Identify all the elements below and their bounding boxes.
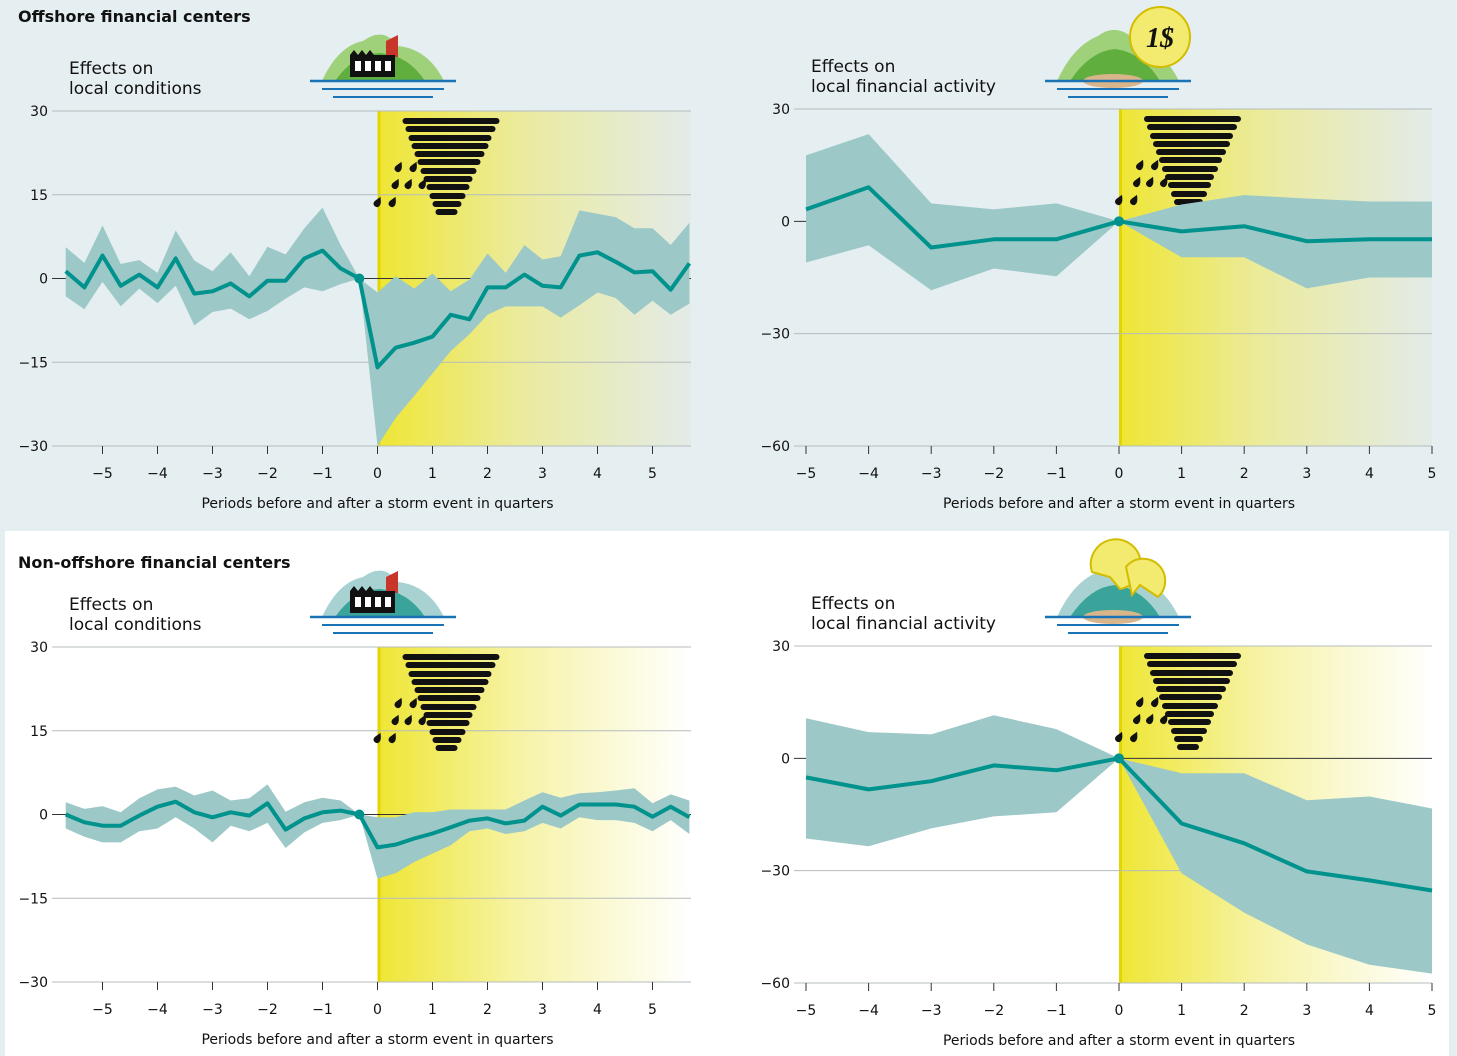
confidence-band [65,207,690,446]
island-icon: 1$ [1043,6,1193,99]
y-tick-label: 30 [30,640,48,656]
y-tick-label: 0 [39,272,48,288]
y-tick-label: 15 [30,724,48,740]
confidence-band [806,715,1432,974]
x-tick-label: −3 [921,1003,942,1019]
y-tick-label: 30 [772,639,790,655]
panel: 30 0 −30 −60 −5 −4 −3 −2 −1 0 1 2 3 4 5 Effects onlocal… [760,57,1436,512]
y-tick-label: −60 [760,976,790,992]
panel: 30 0 −30 −60 −5 −4 −3 −2 −1 0 1 2 3 4 5 Effects onlocal… [760,594,1436,1049]
y-axis-label: local financial activity [811,77,996,97]
x-tick-label: −1 [1046,466,1067,482]
x-tick-label: −1 [1046,1003,1067,1019]
y-tick-label: 30 [30,104,48,120]
x-axis-label: Periods before and after a storm event i… [943,1033,1295,1049]
x-tick-label: 2 [483,466,492,482]
x-tick-label: −4 [858,1003,879,1019]
coin-text: 1$ [1146,23,1174,54]
y-axis-label: local financial activity [811,614,996,634]
x-axis-label: Periods before and after a storm event i… [943,496,1295,512]
y-axis-label: local conditions [69,79,202,99]
section-title: Non-offshore financial centers [18,553,290,572]
x-tick-label: 5 [648,1002,657,1018]
y-tick-label: −15 [18,355,48,371]
x-tick-label: −2 [983,1003,1004,1019]
x-tick-label: −1 [312,466,333,482]
y-tick-label: −30 [18,975,48,991]
x-tick-label: 1 [428,1002,437,1018]
y-axis-label: Effects on [69,59,153,79]
confidence-band [65,784,690,879]
y-tick-label: −30 [760,327,790,343]
reference-point [1114,753,1124,764]
line [64,799,691,850]
x-tick-label: 1 [1177,466,1186,482]
x-tick-label: 1 [428,466,437,482]
x-tick-label: 0 [1115,466,1124,482]
x-tick-label: −5 [796,466,817,482]
y-tick-label: 0 [781,751,790,767]
y-tick-label: 0 [781,214,790,230]
island-icon [308,570,458,635]
confidence-band [806,134,1432,291]
reference-point [354,273,365,284]
x-tick-label: 4 [593,1002,602,1018]
y-axis-label: Effects on [811,594,895,614]
x-tick-label: 4 [593,466,602,482]
x-tick-label: 2 [483,1002,492,1018]
x-tick-label: 5 [648,466,657,482]
island-icon [1043,538,1193,635]
x-tick-label: 5 [1428,1003,1437,1019]
reference-point [1114,216,1124,227]
section-title: Offshore financial centers [18,7,251,26]
y-tick-label: −30 [760,864,790,880]
panel: 30 15 0 −15 −30 −5 −4 −3 −2 −1 0 1 2 3 4 5 Effects onloc… [18,59,692,512]
panel: 30 15 0 −15 −30 −5 −4 −3 −2 −1 0 1 2 3 4 5 Effects onloc… [18,595,691,1048]
x-tick-label: 3 [1302,466,1311,482]
x-tick-label: 0 [373,466,382,482]
y-axis-label: local conditions [69,615,202,635]
event-line [1119,109,1122,446]
x-tick-label: −4 [147,1002,168,1018]
x-tick-label: −3 [202,1002,223,1018]
y-tick-label: 30 [772,102,790,118]
y-tick-label: −30 [18,439,48,455]
x-tick-label: 0 [373,1002,382,1018]
x-tick-label: −3 [202,466,223,482]
x-axis-label: Periods before and after a storm event i… [201,1032,553,1048]
y-axis-label: Effects on [811,57,895,77]
x-tick-label: −5 [92,1002,113,1018]
x-tick-label: −5 [92,466,113,482]
x-tick-label: −4 [147,466,168,482]
x-tick-label: 5 [1428,466,1437,482]
event-line [1119,646,1122,983]
x-tick-label: 0 [1115,1003,1124,1019]
x-tick-label: −2 [257,1002,278,1018]
line [64,248,692,370]
x-axis-label: Periods before and after a storm event i… [201,496,553,512]
x-tick-label: 3 [538,466,547,482]
x-tick-label: −5 [796,1003,817,1019]
x-tick-label: −2 [257,466,278,482]
x-tick-label: −1 [312,1002,333,1018]
x-tick-label: −4 [858,466,879,482]
island-icon [308,34,458,99]
x-tick-label: 1 [1177,1003,1186,1019]
x-tick-label: 3 [538,1002,547,1018]
x-tick-label: 3 [1302,1003,1311,1019]
x-tick-label: 2 [1240,1003,1249,1019]
x-tick-label: 2 [1240,466,1249,482]
y-tick-label: −60 [760,439,790,455]
x-tick-label: 4 [1365,466,1374,482]
x-tick-label: −3 [921,466,942,482]
reference-point [354,809,365,820]
y-tick-label: 0 [39,808,48,824]
x-tick-label: 4 [1365,1003,1374,1019]
y-axis-label: Effects on [69,595,153,615]
y-tick-label: −15 [18,891,48,907]
y-tick-label: 15 [30,188,48,204]
x-tick-label: −2 [983,466,1004,482]
